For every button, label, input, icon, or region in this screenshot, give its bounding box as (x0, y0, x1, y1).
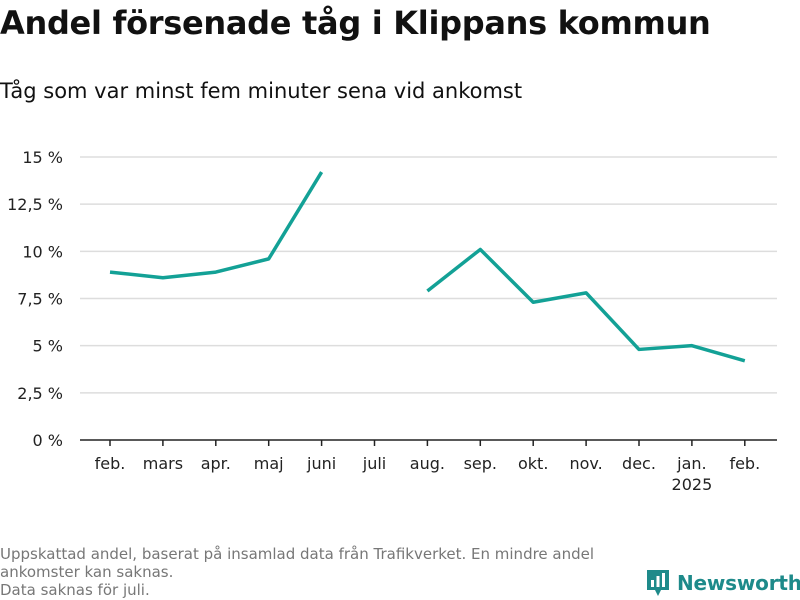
x-tick-label: mars (143, 454, 183, 473)
y-tick-label: 10 % (22, 242, 63, 261)
x-tick-label: juli (362, 454, 386, 473)
x-tick-label: okt. (518, 454, 548, 473)
y-tick-label: 2,5 % (17, 384, 63, 403)
footnote: Uppskattad andel, baserat på insamlad da… (0, 545, 625, 599)
chart-title: Andel försenade tåg i Klippans kommun (0, 4, 711, 42)
x-tick-label: sep. (464, 454, 497, 473)
chart-subtitle: Tåg som var minst fem minuter sena vid a… (0, 79, 523, 103)
series-line (426, 247, 746, 363)
x-tick-sublabel: 2025 (672, 475, 713, 494)
x-tick-label: feb. (95, 454, 126, 473)
x-tick-label: feb. (729, 454, 760, 473)
x-tick-label: nov. (569, 454, 602, 473)
y-tick-label: 12,5 % (7, 195, 63, 214)
x-tick-label: maj (254, 454, 284, 473)
newsworthy-logo-icon (647, 570, 669, 596)
y-tick-label: 7,5 % (17, 290, 63, 309)
brand-name: Newsworthy (677, 571, 800, 595)
y-tick-label: 15 % (22, 148, 63, 167)
footnote-line-2: Data saknas för juli. (0, 581, 150, 599)
x-tick-label: dec. (622, 454, 656, 473)
series-line (109, 171, 324, 280)
x-tick-label: jan. (676, 454, 706, 473)
y-tick-label: 5 % (33, 337, 63, 356)
x-tick-label: juni (306, 454, 336, 473)
y-tick-label: 0 % (33, 431, 63, 450)
x-tick-label: aug. (410, 454, 445, 473)
x-tick-label: apr. (201, 454, 231, 473)
footnote-line-1: Uppskattad andel, baserat på insamlad da… (0, 545, 595, 581)
brand: Newsworthy (645, 568, 800, 598)
